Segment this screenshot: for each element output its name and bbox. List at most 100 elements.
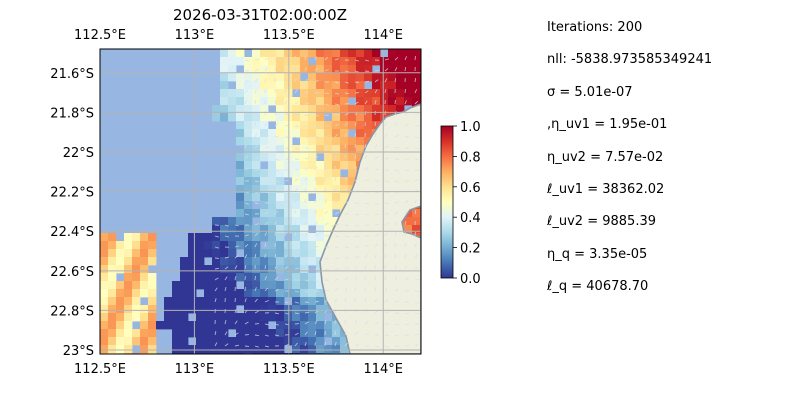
field-cell — [292, 129, 301, 138]
field-cell — [260, 145, 269, 154]
vector-arrow — [404, 344, 410, 347]
field-cell — [316, 121, 325, 130]
vector-arrow — [314, 245, 320, 248]
field-cell — [220, 89, 229, 98]
field-cell — [124, 265, 133, 274]
field-cell — [228, 345, 237, 354]
field-cell — [140, 289, 149, 298]
vector-arrow — [414, 209, 417, 215]
field-cell — [236, 137, 245, 146]
vector-arrow — [394, 169, 399, 172]
vector-arrow — [394, 334, 399, 337]
vector-arrow — [344, 143, 347, 149]
field-cell — [132, 297, 141, 306]
field-cell — [300, 137, 309, 146]
field-cell — [212, 297, 221, 306]
vector-arrow — [274, 253, 277, 259]
field-cell — [300, 105, 309, 114]
field-cell — [300, 225, 309, 234]
field-cell — [140, 233, 149, 242]
vector-arrow — [314, 320, 318, 325]
field-cell — [268, 177, 277, 186]
field-cell — [148, 337, 157, 346]
field-cell — [276, 305, 285, 314]
field-cell — [364, 97, 373, 106]
field-cell — [412, 217, 421, 226]
vector-arrow — [394, 67, 398, 72]
vector-arrow — [324, 135, 329, 138]
vector-arrow — [334, 103, 340, 106]
vector-arrow — [324, 320, 327, 325]
field-cell — [292, 193, 301, 202]
field-cell — [316, 313, 325, 322]
field-cell — [188, 281, 197, 290]
field-cell — [236, 105, 245, 114]
field-cell — [316, 177, 325, 186]
vector-arrow — [374, 298, 378, 303]
field-cell — [220, 265, 229, 274]
field-cell — [252, 265, 261, 274]
field-cell — [316, 345, 325, 354]
field-cell — [220, 329, 229, 338]
vector-arrow — [324, 56, 329, 61]
field-cell — [300, 145, 309, 154]
field-cell — [292, 57, 301, 66]
field-cell — [340, 161, 349, 170]
field-cell — [140, 265, 149, 274]
vector-arrow — [274, 169, 279, 172]
vector-arrow — [304, 279, 309, 282]
field-cell — [372, 113, 381, 122]
field-cell — [220, 225, 229, 234]
field-cell — [324, 217, 333, 226]
field-cell — [132, 313, 141, 322]
param-eta-q: η_q = 3.35e-05 — [547, 246, 648, 262]
field-cell — [100, 337, 109, 346]
vector-arrow — [234, 245, 239, 248]
field-cell — [148, 281, 157, 290]
field-cell — [220, 321, 229, 330]
field-cell — [268, 233, 277, 242]
field-cell — [316, 129, 325, 138]
field-cell — [276, 297, 285, 306]
vector-arrow — [404, 100, 407, 105]
field-cell — [324, 81, 333, 90]
vector-arrow — [364, 167, 369, 171]
field-cell — [244, 193, 253, 202]
map-frame — [99, 48, 422, 355]
field-cell — [116, 265, 125, 274]
field-cell — [236, 193, 245, 202]
field-cell — [324, 193, 333, 202]
vector-arrow — [374, 168, 379, 171]
field-cell — [220, 249, 229, 258]
field-cell — [108, 265, 117, 274]
vector-arrow — [254, 202, 260, 205]
field-cell — [116, 297, 125, 306]
field-cell — [332, 145, 341, 154]
field-cell — [220, 337, 229, 346]
vector-arrow — [254, 133, 258, 138]
field-cell — [252, 81, 261, 90]
vector-arrow — [364, 333, 369, 336]
field-cell — [396, 105, 405, 114]
field-cell — [348, 169, 357, 178]
vector-arrow — [284, 169, 290, 171]
vector-arrow — [384, 311, 389, 314]
vector-arrow — [324, 144, 329, 149]
field-cell — [276, 265, 285, 274]
field-cell — [348, 121, 357, 130]
field-cell — [380, 89, 389, 98]
field-cell — [260, 169, 269, 178]
vector-arrow — [294, 312, 300, 315]
field-cell — [300, 281, 309, 290]
field-cell — [220, 281, 229, 290]
colorbar: 0.0 0.2 0.4 0.6 0.8 1.0 — [440, 120, 481, 287]
field-cell — [212, 249, 221, 258]
field-cell — [348, 65, 357, 74]
field-cell — [292, 345, 301, 354]
field-cell — [348, 161, 357, 170]
field-cell — [332, 201, 341, 210]
field-cell — [284, 137, 293, 146]
vector-arrow — [264, 134, 269, 138]
field-cell — [300, 193, 309, 202]
field-cell — [308, 329, 317, 338]
